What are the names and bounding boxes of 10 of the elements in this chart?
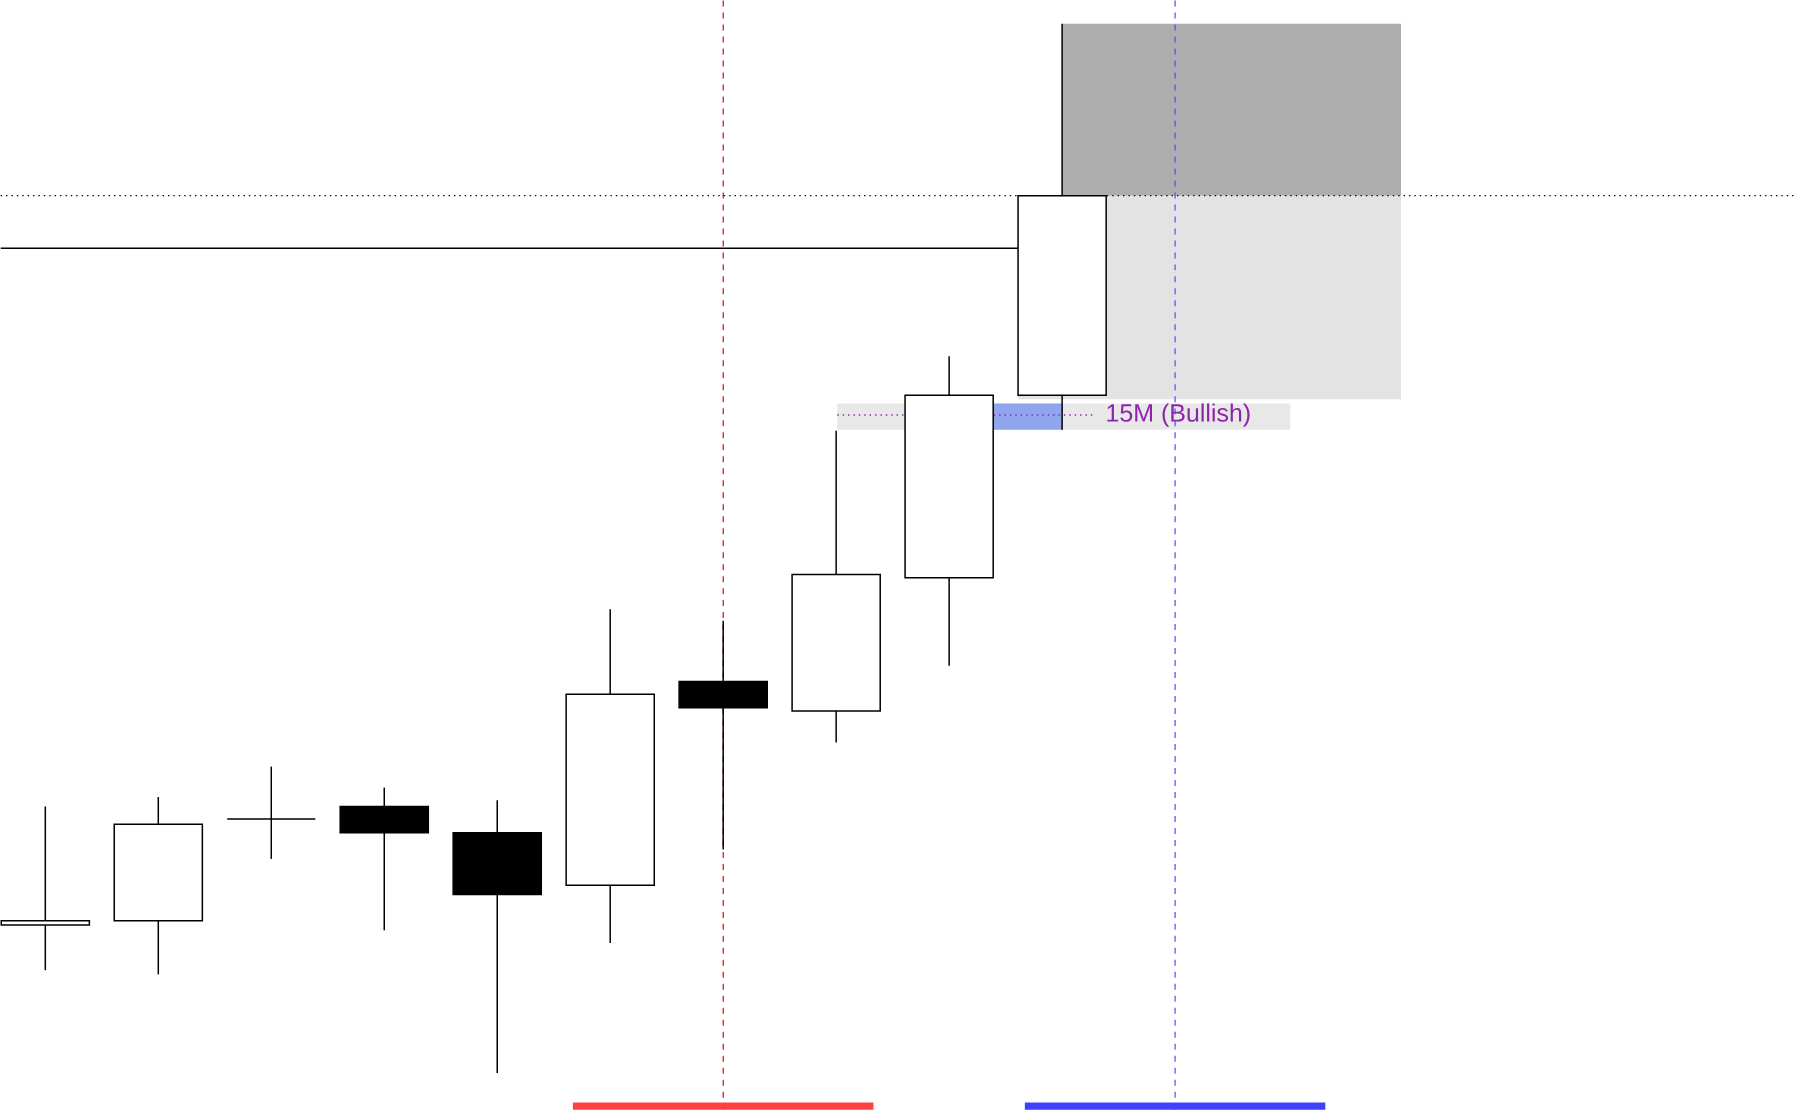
candlestick [113, 796, 204, 975]
candlestick [678, 619, 768, 851]
candlestick [339, 786, 430, 931]
candlestick [791, 429, 881, 744]
candlestick [452, 799, 543, 1074]
candlestick [226, 765, 317, 860]
candlestick [904, 355, 994, 667]
annotation: 15M (Bullish) [1107, 403, 1250, 427]
candlestick [565, 608, 656, 944]
candlestick [0, 805, 91, 971]
